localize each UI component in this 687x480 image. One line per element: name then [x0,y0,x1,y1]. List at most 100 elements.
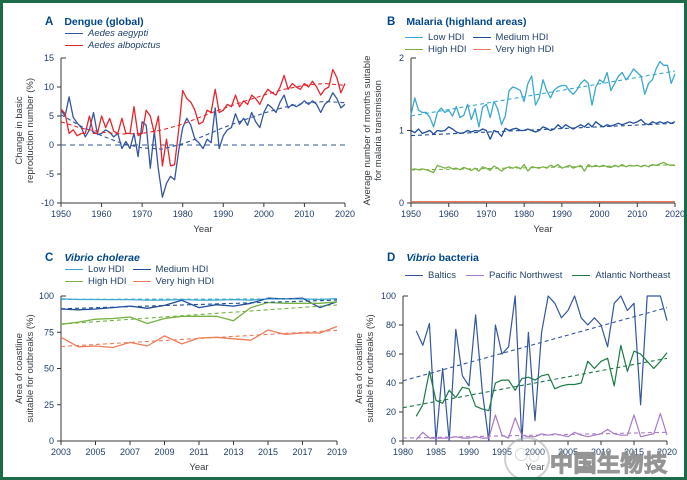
legend-item: Atlantic Northeast [572,270,670,281]
y-tick-label: 0 [399,198,404,208]
legend-line-swatch [472,37,491,38]
x-tick-label: 1980 [393,447,413,457]
legend-item: High HDI [65,276,127,287]
panel-b-chart: 0 1 2 1950 1960 1970 1980 1990 2000 2010 2020 Year A… [362,53,684,235]
x-tick-label: 2007 [120,447,140,457]
y-tick-label: -10 [41,198,54,208]
x-tick-label: 1990 [459,447,479,457]
panel-d-header: D Vibrio bacteria [387,248,479,266]
series-medium-hdi-trend [410,122,676,137]
legend-line-swatch [132,269,151,270]
y-tick-label: 1 [399,126,404,136]
x-tick-label: 2005 [85,447,105,457]
legend-line-swatch [65,33,83,34]
y-tick-label: 15 [44,53,54,63]
y-tick-label: 100 [381,291,396,301]
x-tick-label: 2017 [292,447,312,457]
legend-item: Pacific Northwest [465,270,563,281]
legend-label: Baltics [428,270,456,281]
y-tick-label: -5 [46,169,54,179]
legend-line-swatch [465,275,484,276]
y-tick-label: 75 [44,327,54,337]
series-medium-hdi [60,297,338,311]
panel-title: Dengue (global) [64,16,144,28]
y-tick-label: 0 [49,436,54,446]
series-low-hdi-trend [410,70,676,117]
panel-c-header: C Vibrio cholerae [45,248,140,266]
legend-label: Medium HDI [495,32,549,43]
series-baltics [415,295,668,442]
y-tick-label: 50 [44,364,54,374]
series-baltics-trend [402,307,668,382]
legend-label: Aedes aegypti [88,28,149,39]
y-axis-label: Area of coastlinesuitable for outbreaks … [354,314,376,422]
watermark-logo-icon [504,437,550,477]
legend-item: Medium HDI [132,264,215,275]
legend-label: High HDI [88,276,127,287]
legend-label: High HDI [428,44,467,55]
y-tick-label: 0 [391,436,396,446]
panel-c-legend: Low HDI Medium HDI High HDI Very high HDI [65,264,214,287]
legend-label: Pacific Northwest [488,270,563,281]
x-tick-label: 2000 [254,209,274,219]
legend-item: Very high HDI [472,44,555,55]
panel-d-legend: Baltics Pacific Northwest Atlantic Northea… [405,270,670,281]
x-tick-label: 1990 [213,209,233,219]
panel-letter: A [45,16,54,28]
y-axis-label: Area of coastlinesuitable for outbreaks … [14,314,36,422]
watermark-logo-inner-circle [515,448,528,461]
legend-item: Aedes aegypti [65,28,160,39]
x-tick-label: 2020 [657,447,677,457]
series-aedes-albopictus-trend [60,82,346,135]
x-tick-label: 2000 [590,209,610,219]
x-tick-label: 1960 [439,209,459,219]
legend-item: Low HDI [405,32,467,43]
axes [60,58,345,204]
y-tick-label: 100 [39,291,54,301]
legend-line-swatch [405,49,423,50]
panel-title: Malaria (highland areas) [406,16,527,28]
series-pacific-northwest [415,412,668,441]
panel-a-legend: Aedes aegypti Aedes albopictus [65,28,160,51]
legend-line-swatch [405,275,423,276]
panel-letter: D [387,252,396,264]
legend-line-swatch [405,37,423,38]
y-tick-label: 40 [386,378,396,388]
series-atlantic-northeast-trend [402,357,668,409]
x-tick-label: 1950 [51,209,71,219]
legend-label: Very high HDI [155,276,215,287]
panel-a-chart: -10 -5 0 5 10 15 1950 1960 1970 1980 1990 2000 2010 2… [14,53,355,235]
watermark-text: 中国生物技术网 [549,449,668,476]
x-tick-label: 1980 [173,209,193,219]
x-tick-label: 1990 [552,209,572,219]
x-axis-label: Year [189,462,208,473]
series-pacific-northwest-trend [402,431,668,439]
series-aedes-aegypti-trend [60,100,346,150]
x-tick-label: 1960 [92,209,112,219]
series-high-hdi-trend [410,164,676,171]
legend-item: Baltics [405,270,456,281]
legend-label: Very high HDI [495,44,555,55]
panel-c-chart: 0 25 50 75 100 2003 2005 2007 2009 2011 2013 2015 20… [14,291,347,473]
panel-a-header: A Dengue (global) [45,12,144,30]
y-tick-label: 25 [44,400,54,410]
legend-item: Aedes albopictus [65,40,160,51]
x-tick-label: 2003 [51,447,71,457]
legend-item: Medium HDI [472,32,555,43]
legend-line-swatch [572,275,591,276]
series-high-hdi [60,301,338,325]
x-axis-label: Year [533,224,552,235]
series-high-hdi [410,161,675,174]
legend-label: Atlantic Northeast [595,270,671,281]
x-tick-label: 2005 [558,447,578,457]
legend-label: Low HDI [88,264,125,275]
y-tick-label: 2 [399,53,404,63]
series-low-hdi [410,60,676,128]
legend-line-swatch [132,281,151,282]
panel-letter: C [45,252,54,264]
y-tick-label: 20 [386,407,396,417]
panel-title: Vibrio bacteria [406,252,479,264]
y-tick-label: 60 [386,349,396,359]
